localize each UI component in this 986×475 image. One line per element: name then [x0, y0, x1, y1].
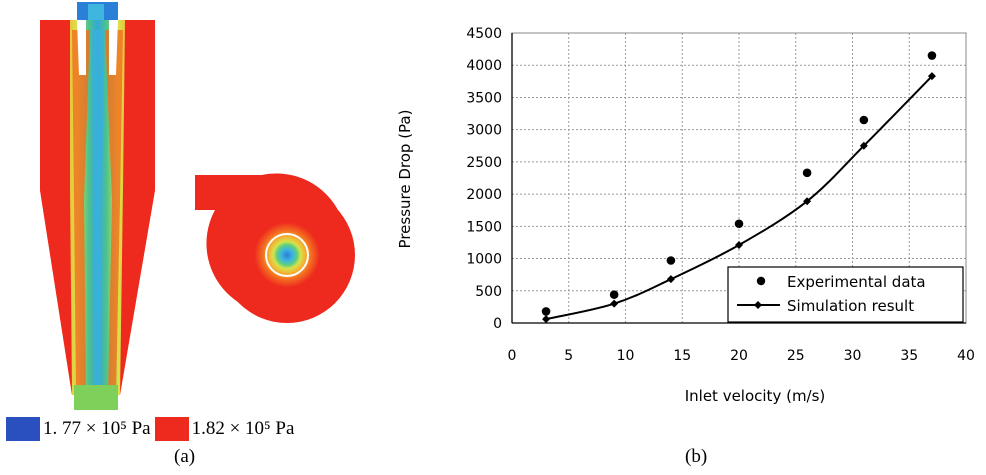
- simulation-point: [803, 197, 812, 206]
- chart-legend: Experimental data Simulation result: [727, 266, 964, 323]
- y-tick-label: 4500: [466, 26, 502, 42]
- experimental-point: [859, 115, 869, 125]
- simulation-point: [859, 141, 868, 150]
- x-tick-label: 10: [617, 348, 635, 364]
- legend-label-low: 1. 77 × 10⁵ Pa: [43, 418, 151, 439]
- x-tick-label: 20: [730, 348, 748, 364]
- x-tick-label: 5: [564, 348, 573, 364]
- x-tick-label: 35: [900, 348, 918, 364]
- simulation-point: [610, 299, 619, 308]
- y-tick-label: 0: [493, 316, 502, 332]
- x-tick-label: 25: [787, 348, 805, 364]
- y-tick-label: 3000: [466, 123, 502, 139]
- x-tick-label: 40: [957, 348, 975, 364]
- legend-swatch-low: [6, 417, 40, 441]
- panel-a-caption: (a): [174, 446, 196, 467]
- y-axis-label: Pressure Drop (Pa): [396, 110, 414, 249]
- legend-label-high: 1.82 × 10⁵ Pa: [191, 418, 295, 439]
- experimental-point: [609, 290, 619, 299]
- y-tick-label: 1000: [466, 252, 502, 268]
- legend-label-experimental: Experimental data: [787, 273, 926, 291]
- experimental-point: [666, 256, 676, 265]
- panel-b-caption: (b): [685, 446, 708, 467]
- y-tick-label: 1500: [466, 219, 502, 235]
- experimental-point: [927, 51, 937, 60]
- axis-layer: 0 500 1000 1500 2000 2500 3000 3500 4000 4500 0 5 10…: [466, 26, 975, 364]
- simulation-point: [927, 72, 936, 81]
- pressure-drop-chart: 0 500 1000 1500 2000 2500 3000 3500 4000 4500 0 5 10…: [396, 26, 975, 405]
- series-layer: [541, 51, 937, 324]
- cyclone-contour-image: [40, 2, 355, 410]
- panel-a: 1. 77 × 10⁵ Pa 1.82 × 10⁵ Pa (a): [0, 0, 380, 475]
- experimental-point: [802, 168, 812, 178]
- x-tick-label: 0: [508, 348, 517, 364]
- x-tick-label: 30: [844, 348, 862, 364]
- y-tick-label: 4000: [466, 58, 502, 74]
- y-tick-label: 3500: [466, 90, 502, 106]
- simulation-point: [542, 315, 551, 324]
- x-axis-label: Inlet velocity (m/s): [685, 387, 826, 405]
- legend-marker-simulation: [754, 301, 762, 309]
- simulation-point: [735, 241, 743, 250]
- legend-swatch-high: [154, 417, 189, 441]
- panel-b: 0 500 1000 1500 2000 2500 3000 3500 4000 4500 0 5 10…: [380, 0, 986, 475]
- legend-label-simulation: Simulation result: [787, 297, 914, 315]
- legend-marker-experimental: [756, 276, 766, 286]
- simulation-point: [666, 275, 675, 284]
- experimental-point: [541, 307, 551, 316]
- experimental-point: [734, 219, 744, 229]
- contour-legend: 1. 77 × 10⁵ Pa 1.82 × 10⁵ Pa: [6, 416, 298, 442]
- y-tick-label: 500: [475, 284, 502, 300]
- x-tick-label: 15: [673, 348, 691, 364]
- legend-box: [727, 266, 964, 323]
- y-tick-label: 2000: [466, 187, 502, 203]
- y-tick-label: 2500: [466, 155, 502, 171]
